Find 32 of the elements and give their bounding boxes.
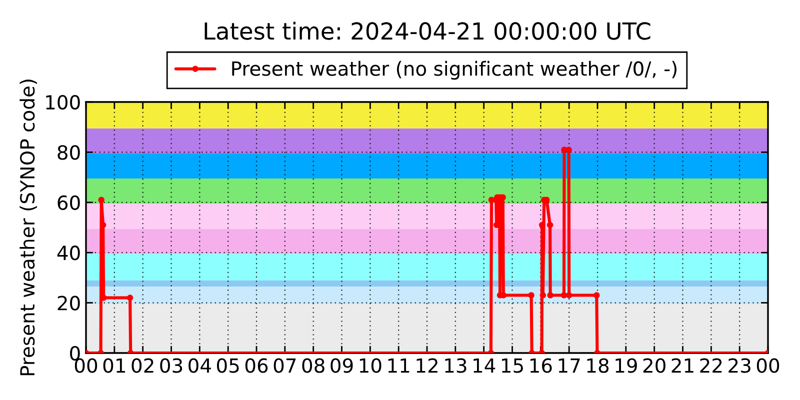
- x-tick-label: 12: [416, 358, 438, 373]
- y-axis-title: Present weather (SYNOP code): [20, 80, 37, 376]
- y-tick-label: 80: [58, 145, 80, 160]
- x-tick-label: 15: [502, 358, 523, 373]
- x-tick-label: 06: [245, 358, 268, 373]
- x-tick-label: 11: [388, 358, 410, 373]
- x-tick-label: 14: [474, 358, 496, 373]
- x-tick-label: 04: [188, 358, 211, 373]
- x-tick-label: 00: [756, 358, 780, 373]
- x-tick-label: 17: [558, 358, 580, 373]
- x-tick-label: 07: [274, 358, 296, 373]
- x-tick-label: 21: [672, 358, 694, 373]
- x-tick-label: 10: [360, 358, 382, 373]
- x-tick-label: 03: [160, 358, 182, 373]
- x-tick-label: 13: [445, 358, 466, 373]
- x-tick-label: 22: [700, 358, 722, 373]
- y-tick-label: 100: [46, 94, 80, 110]
- x-tick-label: 20: [643, 358, 666, 373]
- x-tick-label: 02: [132, 358, 154, 373]
- legend-label: Present weather (no significant weather /0/, -): [232, 60, 676, 80]
- chart-title: Latest time: 2024-04-21 00:00:00 UTC: [204, 22, 650, 40]
- x-tick-label: 09: [330, 358, 353, 373]
- y-tick-label: 60: [58, 195, 80, 210]
- y-tick-label: 40: [57, 246, 80, 260]
- x-tick-label: 23: [728, 358, 750, 373]
- x-tick-label: 08: [302, 358, 324, 373]
- y-tick-label: 20: [58, 296, 80, 310]
- x-tick-label: 19: [616, 358, 637, 373]
- x-tick-label: 16: [530, 358, 552, 373]
- x-tick-label: 05: [216, 358, 239, 373]
- x-tick-label: 01: [103, 358, 125, 373]
- x-tick-label: 18: [587, 358, 609, 373]
